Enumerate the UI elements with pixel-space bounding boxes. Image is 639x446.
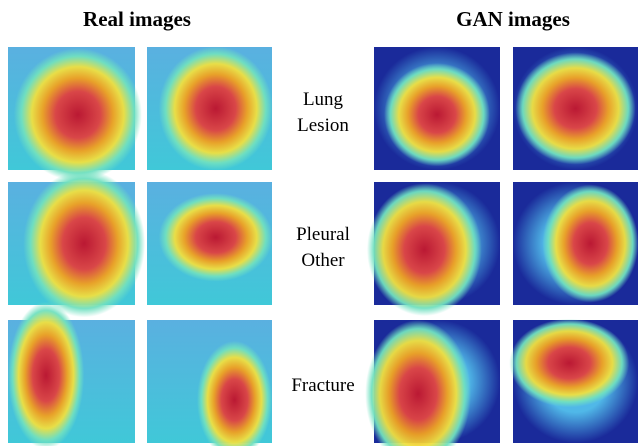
heatmap-image (147, 182, 273, 305)
image-grid (8, 46, 639, 446)
heatmap-image (8, 301, 135, 446)
heatmap-image (8, 169, 146, 318)
row-label: Lung (303, 89, 344, 110)
header-real: Real images (83, 7, 191, 31)
heatmap-image (147, 320, 272, 446)
heatmap-image (366, 182, 500, 317)
heatmap-image (513, 47, 638, 170)
row-label: Other (301, 250, 345, 271)
heatmap-image (509, 318, 638, 443)
heatmap-image (8, 47, 142, 182)
row-label: Fracture (291, 375, 354, 396)
row-label: Pleural (296, 224, 350, 245)
row-labels: Lung Lesion Pleural Other Fracture (291, 89, 354, 396)
row-label: Lesion (297, 115, 349, 136)
heatmap-image (374, 47, 500, 170)
heatmap-image (147, 46, 273, 171)
heatmap-image (513, 182, 639, 305)
heatmap-image (365, 320, 500, 446)
header-gan: GAN images (456, 7, 570, 31)
